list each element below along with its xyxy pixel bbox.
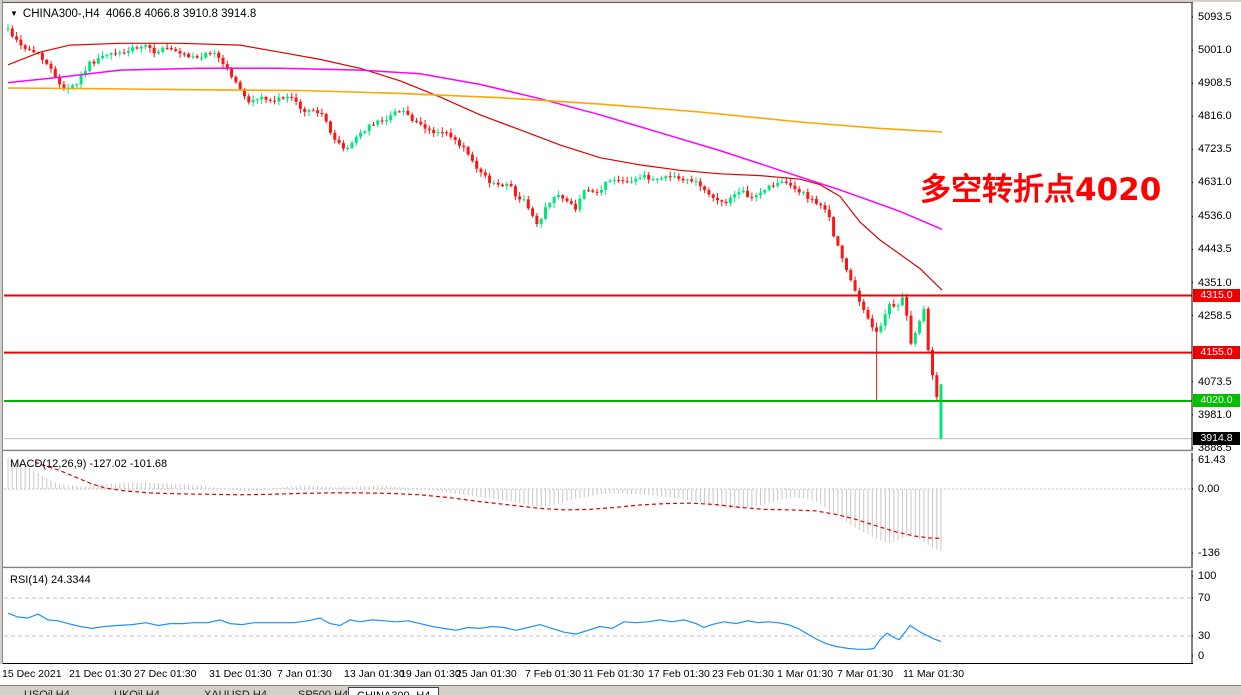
price-axis-label: 5093.5 [1198, 11, 1232, 23]
macd-axis-label: 61.43 [1198, 454, 1226, 466]
price-axis-label: 4443.5 [1198, 243, 1232, 256]
price-axis-label: 4631.0 [1198, 176, 1232, 189]
macd-histogram [7, 458, 942, 551]
time-axis-label: 31 Dec 01:30 [209, 668, 272, 680]
macd-axis-label: 0.00 [1198, 483, 1220, 495]
time-axis-label: 13 Jan 01:30 [344, 668, 405, 680]
chart-symbol-period: CHINA300-,H4 [22, 8, 100, 20]
price-axis-label: 4908.5 [1198, 77, 1232, 90]
ma-mid-magenta [7, 67, 943, 230]
symbol-tab-UKOil,H4[interactable]: UKOil,H4 [114, 689, 160, 695]
rsi-indicator-label: RSI(14) 24.3344 [10, 574, 91, 586]
time-axis-label: 19 Jan 01:30 [400, 668, 461, 680]
rsi-axis-label: 30 [1198, 630, 1211, 642]
price-axis-label: 3981.0 [1198, 408, 1232, 421]
price-axis-label: 4816.0 [1198, 110, 1232, 123]
macd-panel [4, 458, 1192, 551]
macd-axis-label: -136 [1198, 547, 1221, 559]
price-axis-label: 5001.0 [1198, 44, 1232, 57]
time-axis-label: 7 Mar 01:30 [837, 668, 894, 680]
symbol-dropdown-icon[interactable]: ▼ [10, 9, 18, 18]
price-axis[interactable]: 5093.5 5001.0 4908.5 4816.0 4723.5 4631.0 4536… [1193, 2, 1241, 684]
price-axis-label: 4351.0 [1198, 276, 1232, 289]
time-axis-label: 27 Dec 01:30 [134, 668, 197, 680]
time-axis-label: 23 Feb 01:30 [712, 668, 774, 680]
chart-title: ▼ CHINA300-,H4 4066.8 4066.8 3910.8 3914.… [10, 8, 256, 20]
symbol-tab-SP500,H4[interactable]: SP500,H4 [298, 689, 349, 695]
macd-indicator-label: MACD(12,26,9) -127.02 -101.68 [10, 458, 168, 470]
window-top-border [0, 0, 1241, 3]
rsi-axis-label: 0 [1198, 650, 1205, 662]
time-axis-label: 7 Jan 01:30 [277, 668, 332, 680]
price-badge-4155.0: 4155.0 [1193, 346, 1240, 360]
price-axis-label: 4723.5 [1198, 143, 1232, 156]
candlestick-series [6, 24, 943, 441]
price-axis-label: 4073.5 [1198, 375, 1232, 388]
price-annotation-text: 多空转折点4020 [920, 172, 1162, 208]
time-axis-label: 11 Feb 01:30 [583, 668, 645, 680]
rsi-panel [4, 597, 1192, 650]
time-axis-label: 11 Mar 01:30 [903, 668, 965, 680]
symbol-tab-CHINA300-,H4[interactable]: CHINA300-,H4 [348, 687, 440, 695]
ma-fast-red [7, 42, 943, 291]
price-badge-3914.8: 3914.8 [1193, 432, 1240, 446]
price-axis-label: 4258.5 [1198, 309, 1232, 322]
ma-slow-orange [7, 87, 943, 133]
time-axis-label: 17 Feb 01:30 [648, 668, 710, 680]
chart-tab-bar: USOil,H4 UKOil,H4 XAUUSD,H4 SP500,H4CHINA30… [0, 685, 1241, 695]
rsi-axis-label: 100 [1198, 570, 1217, 582]
window-left-border [0, 0, 3, 695]
price-axis-label: 4536.0 [1198, 210, 1232, 223]
time-axis-label: 21 Dec 01:30 [69, 668, 132, 680]
chart-ohlc-values: 4066.8 4066.8 3910.8 3914.8 [106, 8, 257, 20]
macd-signal-line [34, 461, 942, 539]
price-badge-4020.0: 4020.0 [1193, 394, 1240, 408]
rsi-line [7, 612, 942, 650]
price-badge-4315.0: 4315.0 [1193, 288, 1240, 302]
time-axis-label: 25 Jan 01:30 [456, 668, 517, 680]
time-axis-label: 1 Mar 01:30 [777, 668, 834, 680]
main-chart-panel [4, 24, 1192, 441]
symbol-tab-USOil,H4[interactable]: USOil,H4 [24, 689, 70, 695]
rsi-axis-label: 70 [1198, 592, 1211, 604]
time-axis-label: 7 Feb 01:30 [525, 668, 582, 680]
time-axis-label: 15 Dec 2021 [2, 668, 62, 680]
symbol-tab-XAUUSD,H4[interactable]: XAUUSD,H4 [204, 689, 267, 695]
time-axis[interactable]: 15 Dec 2021 21 Dec 01:30 27 Dec 01:30 31 De… [0, 664, 1241, 685]
